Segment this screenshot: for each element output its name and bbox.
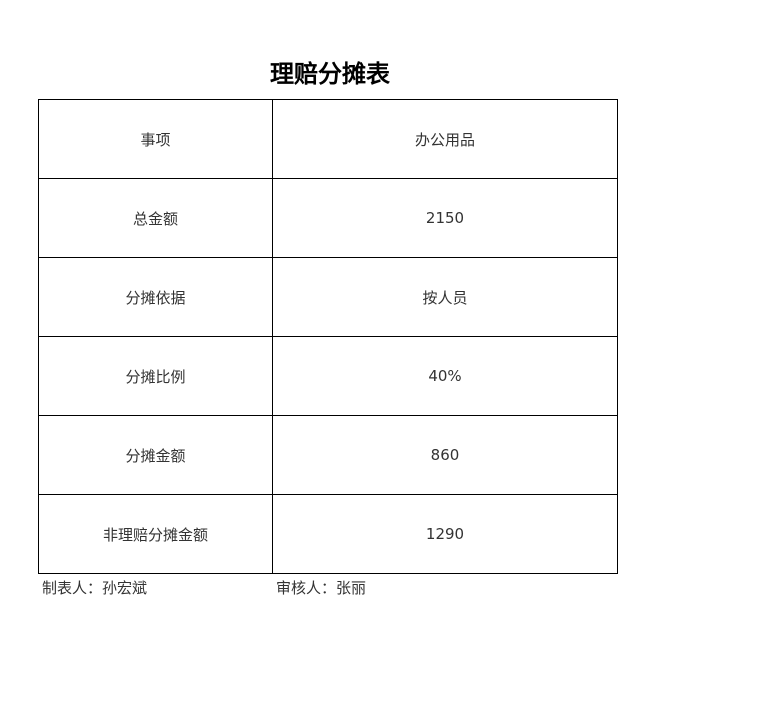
reviewer-label: 审核人：张丽	[276, 579, 367, 597]
allocation-table: 事项 办公用品 总金额 2150 分摊依据 按人员 分摊比例 40% 分摊金额 860 非理赔分摊金…	[38, 99, 618, 574]
row-label: 总金额	[38, 178, 273, 258]
table-row: 总金额 2150	[38, 178, 618, 258]
table-row: 分摊比例 40%	[38, 336, 618, 416]
preparer-label: 制表人：孙宏斌	[42, 579, 148, 597]
table-row: 分摊金额 860	[38, 415, 618, 495]
row-value: 按人员	[272, 257, 618, 337]
page-title: 理赔分摊表	[270, 60, 390, 88]
row-label: 分摊比例	[38, 336, 273, 416]
row-label: 非理赔分摊金额	[38, 494, 273, 574]
row-label: 分摊金额	[38, 415, 273, 495]
row-value: 860	[272, 415, 618, 495]
row-label: 分摊依据	[38, 257, 273, 337]
row-label: 事项	[38, 99, 273, 179]
row-value: 1290	[272, 494, 618, 574]
table-row: 分摊依据 按人员	[38, 257, 618, 337]
row-value: 2150	[272, 178, 618, 258]
row-value: 办公用品	[272, 99, 618, 179]
table-row: 事项 办公用品	[38, 99, 618, 179]
table-row: 非理赔分摊金额 1290	[38, 494, 618, 574]
row-value: 40%	[272, 336, 618, 416]
